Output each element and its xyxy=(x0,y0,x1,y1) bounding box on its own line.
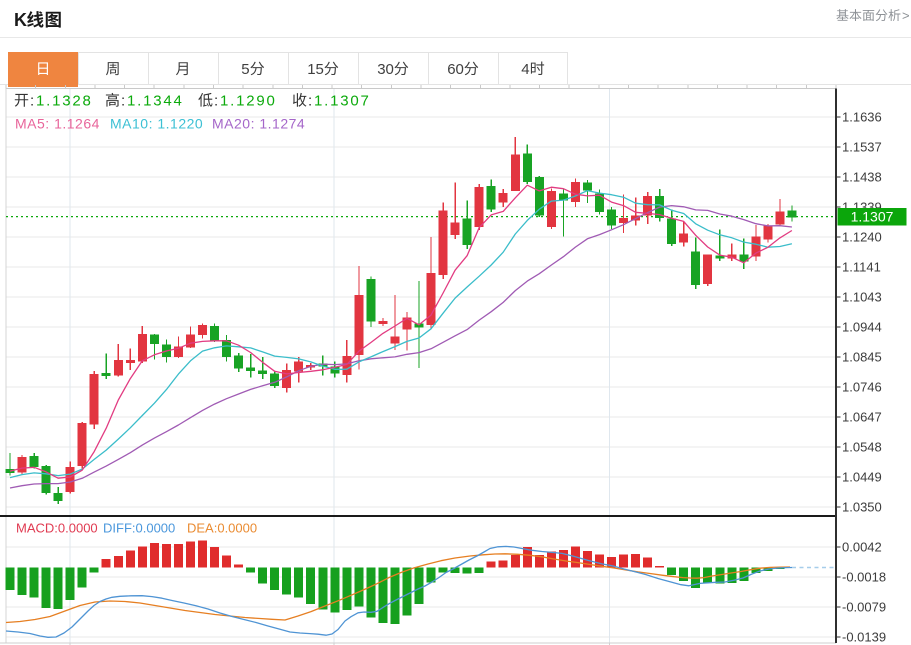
svg-text:1.1537: 1.1537 xyxy=(842,140,882,155)
svg-text:1.1043: 1.1043 xyxy=(842,290,882,305)
svg-text:1.0647: 1.0647 xyxy=(842,410,882,425)
svg-text:>: > xyxy=(902,8,910,23)
svg-text::: : xyxy=(30,93,34,110)
svg-text:6: 6 xyxy=(447,61,455,78)
svg-text::: : xyxy=(214,93,218,110)
svg-text:-0.0018: -0.0018 xyxy=(842,570,886,585)
svg-text:1.0350: 1.0350 xyxy=(842,500,882,515)
svg-text:1.1636: 1.1636 xyxy=(842,110,882,125)
svg-text:-0.0139: -0.0139 xyxy=(842,630,886,645)
svg-text:K: K xyxy=(14,10,27,30)
svg-text:1.0746: 1.0746 xyxy=(842,380,882,395)
svg-text:-0.0079: -0.0079 xyxy=(842,600,886,615)
svg-text:5: 5 xyxy=(241,61,249,78)
svg-text:1.0845: 1.0845 xyxy=(842,350,882,365)
svg-text:1.1328: 1.1328 xyxy=(36,93,93,110)
svg-text:MA10: 1.1220: MA10: 1.1220 xyxy=(110,116,203,132)
svg-text:0: 0 xyxy=(386,61,394,78)
svg-text:1.1307: 1.1307 xyxy=(851,209,894,225)
svg-text:1: 1 xyxy=(307,61,315,78)
svg-text:1.0449: 1.0449 xyxy=(842,470,882,485)
svg-text:MACD:0.0000: MACD:0.0000 xyxy=(16,521,98,536)
svg-text:1.1438: 1.1438 xyxy=(842,170,882,185)
svg-text::: : xyxy=(308,93,312,110)
svg-text:DEA:0.0000: DEA:0.0000 xyxy=(187,521,257,536)
svg-text:4: 4 xyxy=(521,61,529,78)
svg-text:1.0944: 1.0944 xyxy=(842,320,882,335)
svg-text:1.1290: 1.1290 xyxy=(220,93,277,110)
svg-text:1.1307: 1.1307 xyxy=(314,93,371,110)
svg-text:3: 3 xyxy=(377,61,385,78)
svg-text:5: 5 xyxy=(316,61,324,78)
svg-text:MA5: 1.1264: MA5: 1.1264 xyxy=(15,116,100,132)
svg-text:DIFF:0.0000: DIFF:0.0000 xyxy=(103,521,175,536)
svg-text:1.1141: 1.1141 xyxy=(842,260,881,275)
svg-text:1.0548: 1.0548 xyxy=(842,440,882,455)
svg-text:MA20: 1.1274: MA20: 1.1274 xyxy=(212,116,305,132)
svg-text:0.0042: 0.0042 xyxy=(842,540,882,555)
svg-text:0: 0 xyxy=(456,61,464,78)
svg-text:1.1240: 1.1240 xyxy=(842,230,882,245)
svg-text::: : xyxy=(121,93,125,110)
svg-text:1.1344: 1.1344 xyxy=(127,93,184,110)
